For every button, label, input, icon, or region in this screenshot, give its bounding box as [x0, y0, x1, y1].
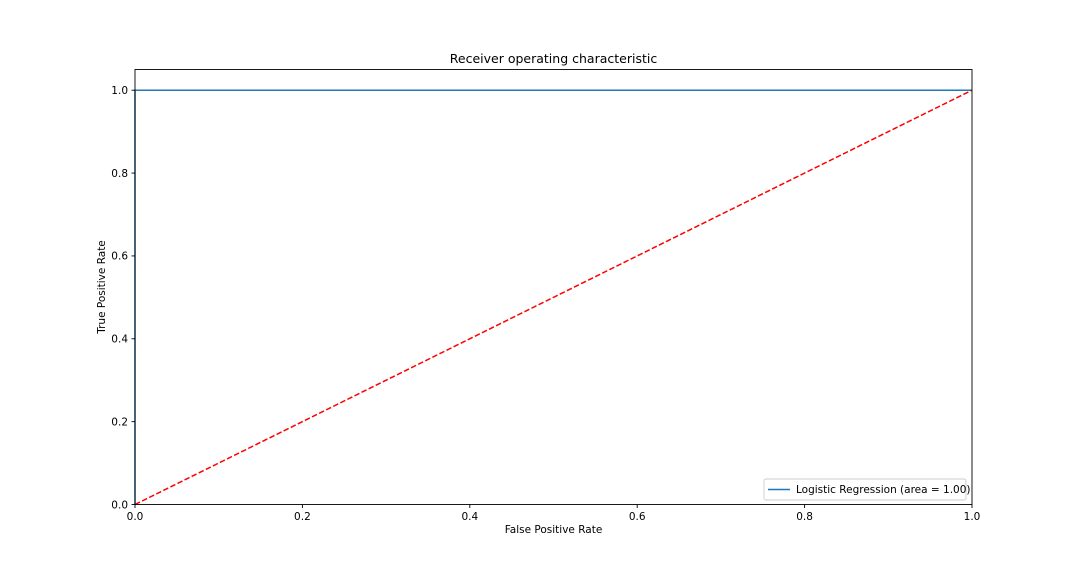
chart-title: Receiver operating characteristic — [450, 51, 658, 66]
y-tick-label: 0.6 — [111, 251, 128, 263]
x-tick-label: 0.4 — [461, 511, 478, 523]
x-tick-label: 0.2 — [294, 511, 311, 523]
x-tick-label: 0.0 — [127, 511, 144, 523]
legend-box — [763, 478, 967, 501]
y-tick-label: 0.8 — [111, 168, 128, 180]
y-tick-label: 0.4 — [111, 334, 128, 346]
y-tick-label: 1.0 — [111, 85, 128, 97]
plot-area-frame — [134, 69, 973, 505]
x-tick-label: 1.0 — [964, 511, 981, 523]
series-layer — [134, 89, 973, 506]
y-tick-label: 0.0 — [111, 499, 128, 511]
x-tick-label: 0.6 — [629, 511, 646, 523]
x-axis-label: False Positive Rate — [505, 524, 603, 536]
x-tick-label: 0.8 — [796, 511, 813, 523]
legend: Logistic Regression (area = 1.00) — [763, 478, 971, 501]
axis-ticks: 0.0 0.2 0.4 0.6 0.8 1.0 0.0 0.2 0.4 0.6 0.8 1.0 — [111, 85, 980, 523]
series-line-2 — [134, 89, 973, 506]
legend-label: Logistic Regression (area = 1.00) — [796, 484, 971, 496]
y-axis-label: True Positive Rate — [96, 240, 108, 335]
y-tick-label: 0.2 — [111, 416, 128, 428]
